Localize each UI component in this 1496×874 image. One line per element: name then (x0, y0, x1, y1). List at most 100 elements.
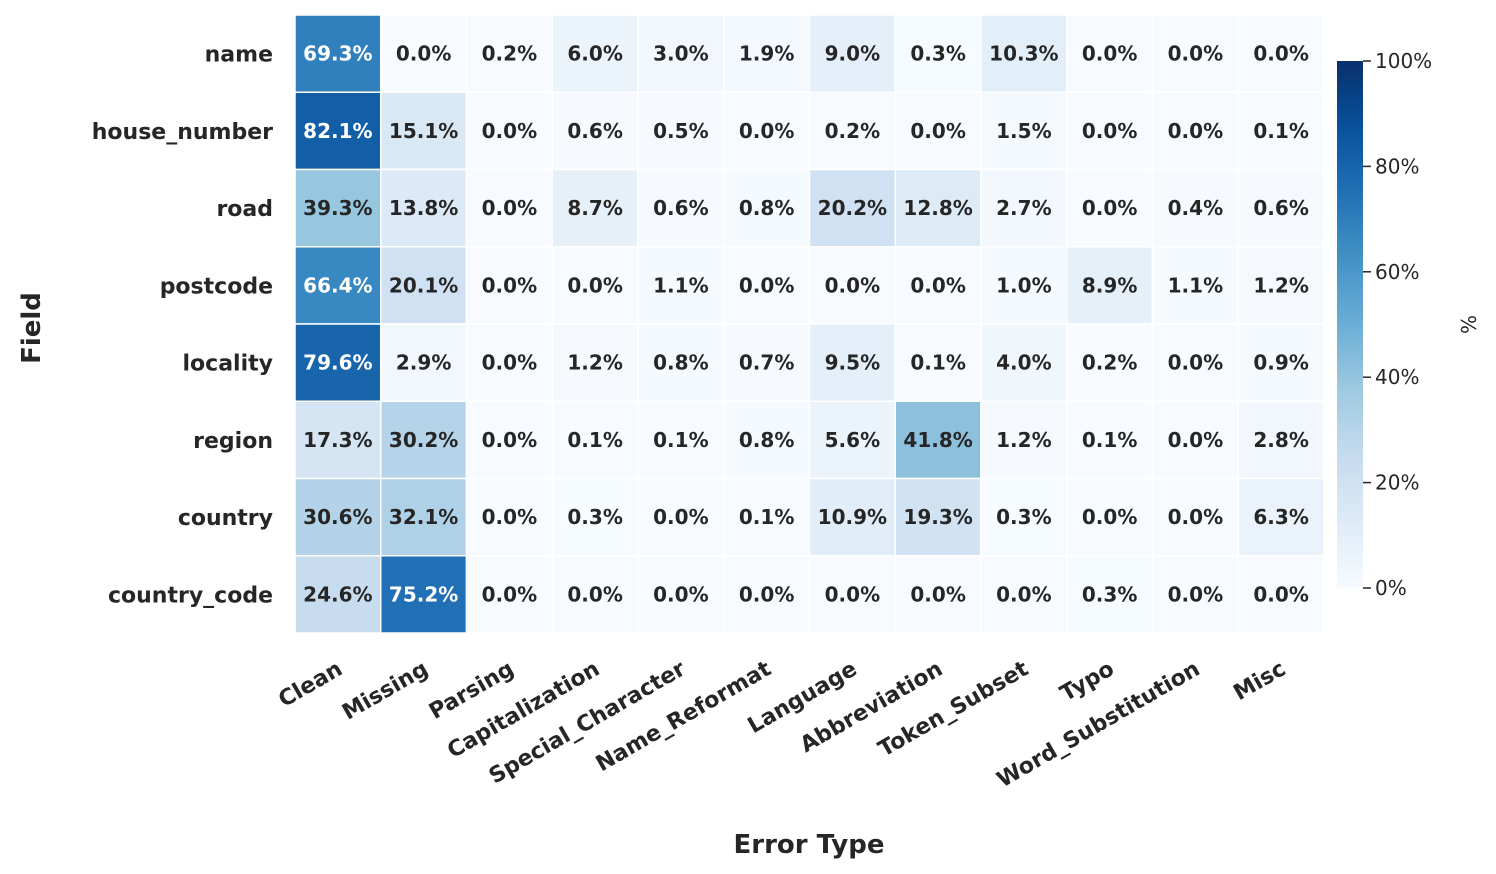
cell-value-label: 0.0% (653, 505, 708, 529)
colorbar-tick-label: 80% (1375, 154, 1419, 178)
heatmap-cell-road-misc (1237, 168, 1325, 248)
heatmap-cell-region-typo (1066, 400, 1154, 480)
cell-value-label: 79.6% (303, 351, 372, 375)
heatmap-cell-house-number-misc (1237, 91, 1325, 171)
row-label-name: name (205, 43, 273, 68)
cell-value-label: 0.6% (567, 119, 622, 143)
column-labels: CleanMissingParsingCapitalizationSpecial… (275, 656, 1291, 793)
heatmap-cell-country-code-word-substitution (1151, 555, 1239, 634)
heatmap-cell-locality-word-substitution (1151, 323, 1239, 402)
heatmap-cell-postcode-typo (1066, 246, 1154, 325)
cell-value-label: 0.2% (825, 119, 880, 143)
cell-value-label: 1.1% (653, 273, 708, 297)
cell-value-label: 0.0% (482, 428, 537, 452)
cell-value-label: 0.3% (910, 42, 965, 66)
cell-value-label: 0.0% (482, 119, 537, 143)
cell-value-label: 75.2% (389, 582, 458, 606)
heatmap-cell-house-number-name-reformat (723, 91, 811, 171)
cell-value-label: 2.9% (396, 351, 451, 375)
heatmap-cell-road-parsing (465, 168, 553, 248)
cell-value-label: 0.0% (825, 582, 880, 606)
column-label-misc: Misc (1229, 657, 1290, 706)
cell-value-label: 4.0% (996, 351, 1051, 375)
x-axis-title: Error Type (734, 830, 885, 860)
heatmap-cell-locality-missing (380, 323, 468, 402)
cell-value-label: 0.0% (482, 273, 537, 297)
cell-value-label: 0.0% (1082, 505, 1137, 529)
cell-value-label: 0.0% (910, 273, 965, 297)
heatmap-cells: 69.3% 0.0% 0.2% 6.0% 3.0% 1.9% 9.0% 0.3% 10.3% 0.… (294, 14, 1325, 634)
heatmap-cell-country-typo (1066, 477, 1154, 557)
colorbar: 0% 20% 40% 60% 80% 100%% (1337, 49, 1481, 600)
cell-value-label: 12.8% (903, 196, 972, 220)
cell-value-label: 1.2% (567, 351, 622, 375)
cell-value-label: 9.5% (825, 351, 880, 375)
heatmap-cell-region-clean (294, 400, 382, 480)
heatmap-cell-country-parsing (465, 477, 553, 557)
cell-value-label: 0.0% (1168, 505, 1223, 529)
heatmap-cell-region-abbreviation (894, 400, 982, 480)
row-label-road: road (216, 197, 273, 222)
cell-value-label: 2.8% (1253, 428, 1308, 452)
cell-value-label: 30.6% (303, 505, 372, 529)
cell-value-label: 1.9% (739, 42, 794, 66)
cell-value-label: 1.0% (996, 273, 1051, 297)
cell-value-label: 0.0% (482, 505, 537, 529)
heatmap-cell-country-code-capitalization (551, 555, 639, 634)
cell-value-label: 30.2% (389, 428, 458, 452)
heatmap-cell-road-capitalization (551, 168, 639, 248)
heatmap-cell-country-code-typo (1066, 555, 1154, 634)
cell-value-label: 0.0% (1082, 42, 1137, 66)
row-label-country: country (178, 506, 273, 531)
cell-value-label: 0.0% (1168, 582, 1223, 606)
row-label-country-code: country_code (108, 583, 273, 608)
cell-value-label: 5.6% (825, 428, 880, 452)
cell-value-label: 69.3% (303, 42, 372, 66)
cell-value-label: 0.0% (910, 119, 965, 143)
cell-value-label: 0.1% (739, 505, 794, 529)
heatmap-cell-postcode-name-reformat (723, 246, 811, 325)
heatmap-cell-name-parsing (465, 14, 553, 93)
heatmap-cell-locality-clean (294, 323, 382, 402)
heatmap-cell-road-special-character (637, 168, 725, 248)
heatmap-cell-country-misc (1237, 477, 1325, 557)
cell-value-label: 0.1% (567, 428, 622, 452)
column-label-abbreviation: Abbreviation (796, 657, 947, 759)
heatmap-cell-locality-parsing (465, 323, 553, 402)
cell-value-label: 10.9% (818, 505, 887, 529)
colorbar-tick-label: 60% (1375, 260, 1419, 284)
heatmap-cell-country-token-subset (980, 477, 1068, 557)
row-label-region: region (193, 429, 273, 454)
column-label-token-subset: Token_Subset (874, 656, 1033, 762)
cell-value-label: 17.3% (303, 428, 372, 452)
cell-value-label: 24.6% (303, 582, 372, 606)
cell-value-label: 0.4% (1168, 196, 1223, 220)
heatmap-cell-house-number-word-substitution (1151, 91, 1239, 171)
heatmap-cell-postcode-clean (294, 246, 382, 325)
cell-value-label: 0.2% (482, 42, 537, 66)
heatmap-cell-region-language (808, 400, 896, 480)
heatmap-cell-postcode-misc (1237, 246, 1325, 325)
colorbar-tick-label: 0% (1375, 576, 1407, 600)
cell-value-label: 0.0% (1082, 119, 1137, 143)
cell-value-label: 0.0% (739, 119, 794, 143)
cell-value-label: 20.2% (818, 196, 887, 220)
heatmap-cell-region-misc (1237, 400, 1325, 480)
heatmap-cell-country-missing (380, 477, 468, 557)
column-label-typo: Typo (1056, 657, 1118, 707)
cell-value-label: 0.0% (567, 273, 622, 297)
heatmap-cell-country-code-clean (294, 555, 382, 634)
cell-value-label: 9.0% (825, 42, 880, 66)
heatmap-cell-name-missing (380, 14, 468, 93)
heatmap-cell-region-name-reformat (723, 400, 811, 480)
cell-value-label: 0.6% (1253, 196, 1308, 220)
heatmap-cell-name-name-reformat (723, 14, 811, 93)
heatmap-cell-country-clean (294, 477, 382, 557)
cell-value-label: 2.7% (996, 196, 1051, 220)
cell-value-label: 66.4% (303, 273, 372, 297)
cell-value-label: 0.1% (1253, 119, 1308, 143)
cell-value-label: 0.0% (482, 582, 537, 606)
